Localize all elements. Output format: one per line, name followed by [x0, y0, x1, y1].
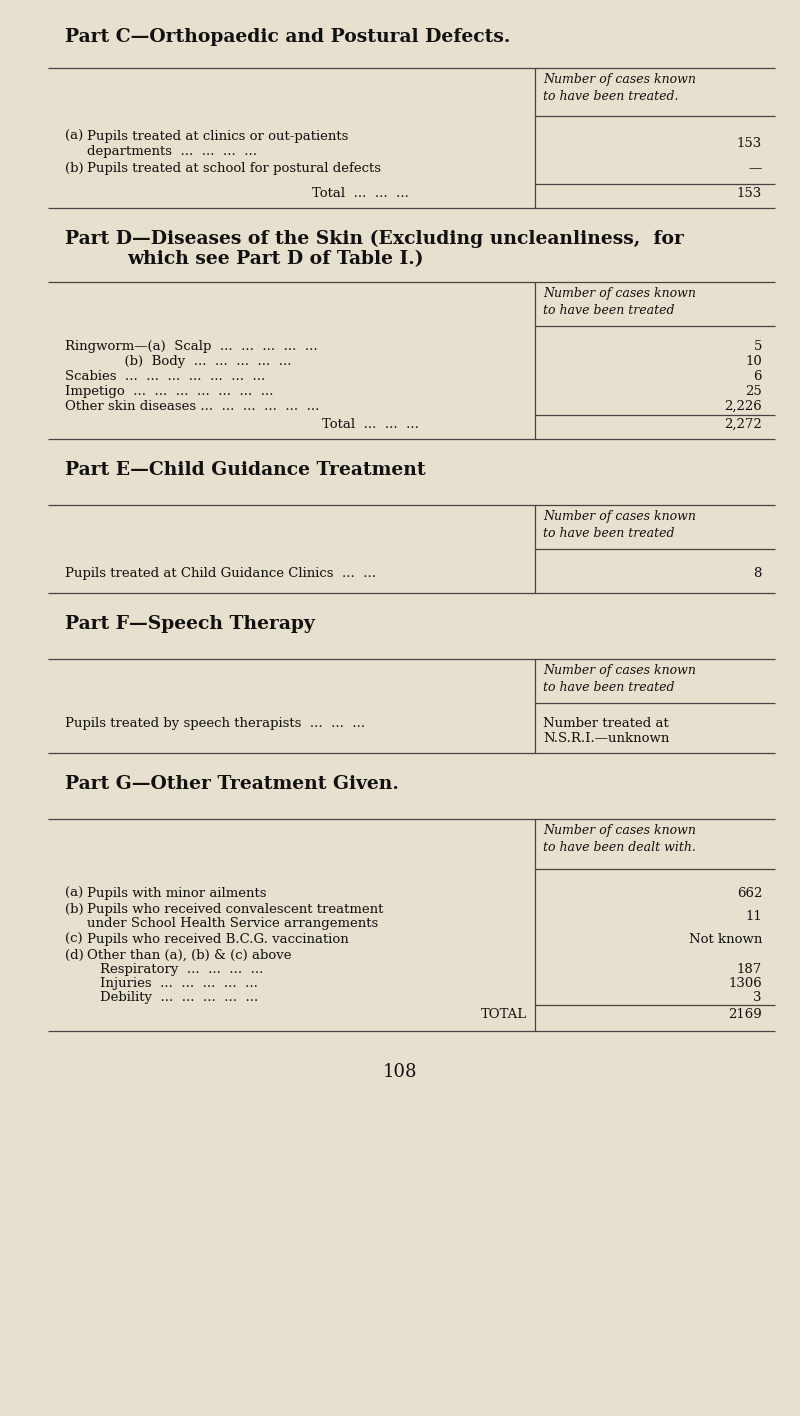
Text: Total  ...  ...  ...: Total ... ... ...	[311, 187, 409, 200]
Text: 2,272: 2,272	[724, 418, 762, 430]
Text: Number of cases known
to have been treated.: Number of cases known to have been treat…	[543, 74, 696, 103]
Text: Other than (a), (b) & (c) above: Other than (a), (b) & (c) above	[87, 949, 291, 961]
Text: TOTAL: TOTAL	[481, 1008, 527, 1021]
Text: 8: 8	[754, 566, 762, 581]
Text: Pupils treated at school for postural defects: Pupils treated at school for postural de…	[87, 161, 381, 176]
Text: (b): (b)	[65, 161, 84, 176]
Text: Scabies  ...  ...  ...  ...  ...  ...  ...: Scabies ... ... ... ... ... ... ...	[65, 370, 266, 382]
Text: (b)  Body  ...  ...  ...  ...  ...: (b) Body ... ... ... ... ...	[65, 355, 291, 368]
Text: Part F—Speech Therapy: Part F—Speech Therapy	[65, 615, 315, 633]
Text: (a): (a)	[65, 130, 83, 143]
Text: N.S.R.I.—unknown: N.S.R.I.—unknown	[543, 732, 670, 745]
Text: 187: 187	[737, 963, 762, 976]
Text: Number of cases known
to have been treated: Number of cases known to have been treat…	[543, 287, 696, 317]
Text: Ringworm—(a)  Scalp  ...  ...  ...  ...  ...: Ringworm—(a) Scalp ... ... ... ... ...	[65, 340, 318, 353]
Text: 5: 5	[754, 340, 762, 353]
Text: 108: 108	[382, 1063, 418, 1080]
Text: 153: 153	[737, 137, 762, 150]
Text: Part D—Diseases of the Skin (Excluding uncleanliness,  for: Part D—Diseases of the Skin (Excluding u…	[65, 229, 684, 248]
Text: which see Part D of Table I.): which see Part D of Table I.)	[127, 251, 423, 268]
Text: 2,226: 2,226	[724, 399, 762, 413]
Text: 11: 11	[746, 910, 762, 923]
Text: Pupils treated at Child Guidance Clinics  ...  ...: Pupils treated at Child Guidance Clinics…	[65, 566, 376, 581]
Text: Number treated at: Number treated at	[543, 716, 669, 731]
Text: Other skin diseases ...  ...  ...  ...  ...  ...: Other skin diseases ... ... ... ... ... …	[65, 399, 319, 413]
Text: 25: 25	[746, 385, 762, 398]
Text: 1306: 1306	[728, 977, 762, 990]
Text: Pupils treated by speech therapists  ...  ...  ...: Pupils treated by speech therapists ... …	[65, 716, 365, 731]
Text: (d): (d)	[65, 949, 84, 961]
Text: under School Health Service arrangements: under School Health Service arrangements	[87, 918, 378, 930]
Text: 153: 153	[737, 187, 762, 200]
Text: Part C—Orthopaedic and Postural Defects.: Part C—Orthopaedic and Postural Defects.	[65, 28, 510, 45]
Text: Respiratory  ...  ...  ...  ...: Respiratory ... ... ... ...	[100, 963, 263, 976]
Text: Pupils with minor ailments: Pupils with minor ailments	[87, 886, 266, 901]
Text: Part E—Child Guidance Treatment: Part E—Child Guidance Treatment	[65, 462, 426, 479]
Text: Debility  ...  ...  ...  ...  ...: Debility ... ... ... ... ...	[100, 991, 258, 1004]
Text: 3: 3	[754, 991, 762, 1004]
Text: Number of cases known
to have been treated: Number of cases known to have been treat…	[543, 664, 696, 694]
Text: (c): (c)	[65, 933, 82, 946]
Text: departments  ...  ...  ...  ...: departments ... ... ... ...	[87, 144, 257, 159]
Text: 662: 662	[737, 886, 762, 901]
Text: Part G—Other Treatment Given.: Part G—Other Treatment Given.	[65, 775, 399, 793]
Text: Impetigo  ...  ...  ...  ...  ...  ...  ...: Impetigo ... ... ... ... ... ... ...	[65, 385, 274, 398]
Text: 2169: 2169	[728, 1008, 762, 1021]
Text: (b): (b)	[65, 903, 84, 916]
Text: Number of cases known
to have been dealt with.: Number of cases known to have been dealt…	[543, 824, 696, 854]
Text: Total  ...  ...  ...: Total ... ... ...	[322, 418, 418, 430]
Text: —: —	[749, 161, 762, 176]
Text: Pupils who received convalescent treatment: Pupils who received convalescent treatme…	[87, 903, 383, 916]
Text: Number of cases known
to have been treated: Number of cases known to have been treat…	[543, 510, 696, 539]
Text: 10: 10	[746, 355, 762, 368]
Text: Injuries  ...  ...  ...  ...  ...: Injuries ... ... ... ... ...	[100, 977, 258, 990]
Text: Not known: Not known	[689, 933, 762, 946]
Text: Pupils treated at clinics or out-patients: Pupils treated at clinics or out-patient…	[87, 130, 348, 143]
Text: (a): (a)	[65, 886, 83, 901]
Text: Pupils who received B.C.G. vaccination: Pupils who received B.C.G. vaccination	[87, 933, 349, 946]
Text: 6: 6	[754, 370, 762, 382]
